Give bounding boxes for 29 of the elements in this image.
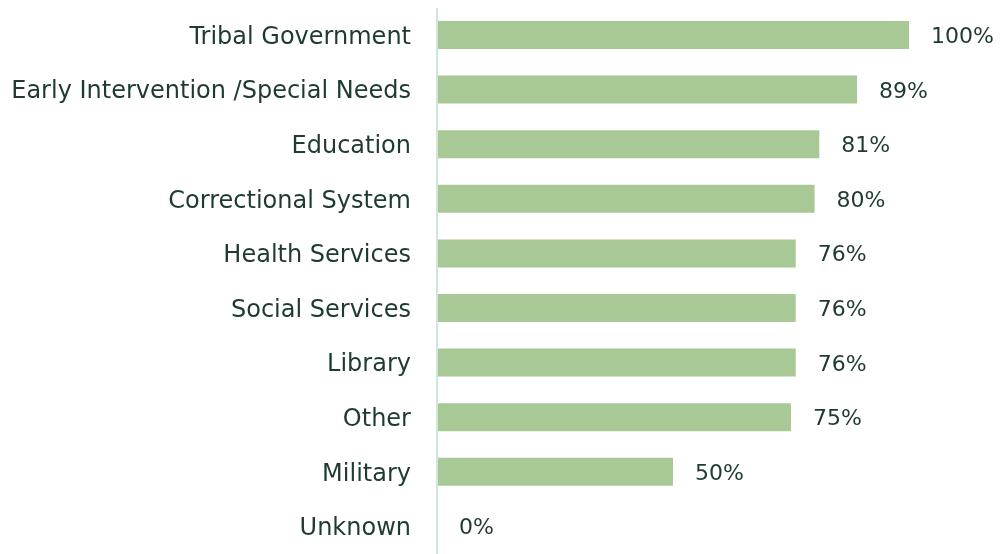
data-label: 100% [931, 23, 994, 48]
data-label: 76% [817, 350, 867, 376]
bar [437, 457, 673, 486]
y-tick-label: Early Intervention /Special Needs [11, 76, 411, 105]
data-label: 76% [817, 296, 867, 321]
bar [437, 75, 858, 104]
y-tick-label: Health Services [223, 240, 411, 269]
data-label: 89% [879, 77, 928, 103]
data-label: 0% [459, 514, 494, 540]
y-tick-label: Unknown [299, 513, 411, 542]
bar [437, 184, 815, 213]
bar [437, 239, 796, 268]
bar [437, 21, 909, 49]
bar [437, 403, 791, 432]
y-tick-label: Education [291, 131, 411, 160]
data-label: 76% [817, 241, 867, 267]
y-tick-label: Military [322, 458, 411, 487]
data-label: 81% [841, 132, 891, 158]
y-tick-label: Social Services [231, 294, 411, 323]
data-label: 50% [695, 459, 744, 485]
y-tick-label: Library [327, 349, 411, 378]
bar [437, 130, 820, 159]
y-tick-label: Other [342, 404, 412, 433]
y-tick-label: Correctional System [168, 185, 411, 214]
bar [437, 294, 796, 322]
data-label: 75% [813, 405, 862, 431]
bar [437, 348, 796, 377]
data-label: 80% [836, 186, 886, 212]
y-tick-label: Tribal Government [188, 21, 411, 50]
